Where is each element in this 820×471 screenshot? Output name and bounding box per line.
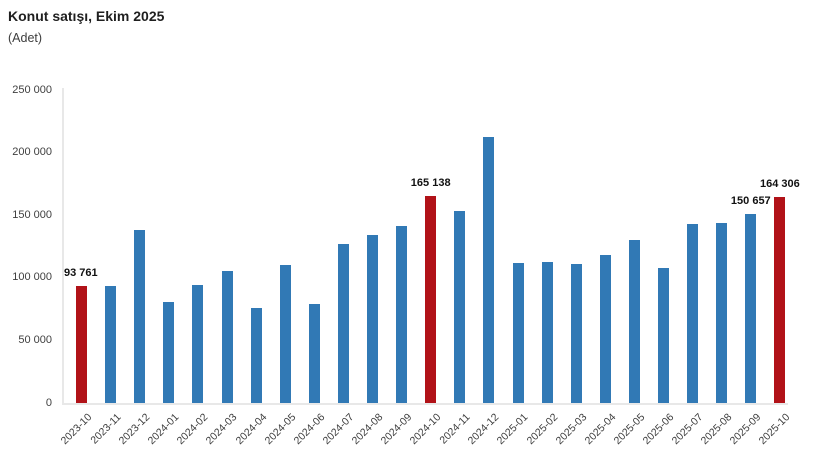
x-tick-2023-12: 2023-12 xyxy=(116,411,153,448)
x-tick-2024-03: 2024-03 xyxy=(204,411,240,448)
x-tick-2023-11: 2023-11 xyxy=(88,411,124,447)
bar-2024-10[interactable] xyxy=(425,196,437,403)
bar-2025-09[interactable] xyxy=(745,214,757,403)
bar-2025-03[interactable] xyxy=(570,264,582,403)
x-tick-2025-07: 2025-07 xyxy=(669,411,706,448)
x-tick-2025-02: 2025-02 xyxy=(524,411,560,448)
bar-2025-10[interactable] xyxy=(774,197,786,403)
x-tick-2024-08: 2024-08 xyxy=(349,411,386,448)
x-tick-2025-01: 2025-01 xyxy=(495,411,531,448)
chart-title: Konut satışı, Ekim 2025 xyxy=(8,8,165,24)
y-tick-100000: 100 000 xyxy=(12,271,52,284)
bar-2025-08[interactable] xyxy=(716,223,728,403)
bar-2024-08[interactable] xyxy=(367,234,378,403)
y-tick-50000: 50 000 xyxy=(18,333,52,346)
x-tick-2024-02: 2024-02 xyxy=(174,411,211,448)
y-tick-200000: 200 000 xyxy=(12,146,52,159)
bar-2025-05[interactable] xyxy=(628,240,640,403)
bar-2024-02[interactable] xyxy=(192,285,204,403)
y-axis-line xyxy=(62,88,64,405)
data-label-2025-10: 164 306 xyxy=(760,178,800,191)
y-tick-250000: 250 000 xyxy=(12,83,52,96)
bar-2024-06[interactable] xyxy=(308,303,320,403)
bar-2024-11[interactable] xyxy=(454,211,466,403)
bar-2025-07[interactable] xyxy=(687,224,699,403)
bar-2024-09[interactable] xyxy=(396,226,408,403)
x-tick-2024-09: 2024-09 xyxy=(378,411,415,448)
bar-2024-04[interactable] xyxy=(250,308,262,403)
bar-2024-07[interactable] xyxy=(337,243,349,403)
x-tick-2024-01: 2024-01 xyxy=(145,411,182,448)
x-tick-2025-08: 2025-08 xyxy=(698,411,735,448)
x-tick-2024-04: 2024-04 xyxy=(233,411,269,448)
bar-2025-06[interactable] xyxy=(658,268,669,403)
chart-subtitle: (Adet) xyxy=(8,31,43,45)
bar-2023-11[interactable] xyxy=(105,285,117,403)
x-tick-2023-10: 2023-10 xyxy=(58,411,95,448)
bar-2023-12[interactable] xyxy=(134,229,146,403)
x-tick-2025-10: 2025-10 xyxy=(756,411,793,448)
x-tick-2024-10: 2024-10 xyxy=(407,411,444,448)
y-tick-0: 0 xyxy=(45,396,52,409)
bar-2024-05[interactable] xyxy=(279,264,291,403)
bar-2024-12[interactable] xyxy=(483,136,495,403)
x-axis-line xyxy=(62,403,788,405)
bar-2025-01[interactable] xyxy=(512,262,524,403)
x-tick-2025-09: 2025-09 xyxy=(727,411,764,448)
y-tick-150000: 150 000 xyxy=(12,208,52,221)
data-label-2025-09: 150 657 xyxy=(730,195,771,208)
plot-area: 0 50 000 100 000 150 000 200 000 250 000 2023… xyxy=(12,84,802,448)
x-tick-2025-06: 2025-06 xyxy=(640,411,677,448)
data-label-2023-10: 93 761 xyxy=(64,266,98,279)
data-label-2024-10: 165 138 xyxy=(410,177,451,190)
x-tick-2024-12: 2024-12 xyxy=(465,411,502,448)
bar-2025-02[interactable] xyxy=(541,261,553,403)
bar-2024-01[interactable] xyxy=(163,302,175,403)
bar-2025-04[interactable] xyxy=(599,254,611,403)
bar-2024-03[interactable] xyxy=(221,270,233,403)
bar-2023-10[interactable] xyxy=(76,285,87,403)
